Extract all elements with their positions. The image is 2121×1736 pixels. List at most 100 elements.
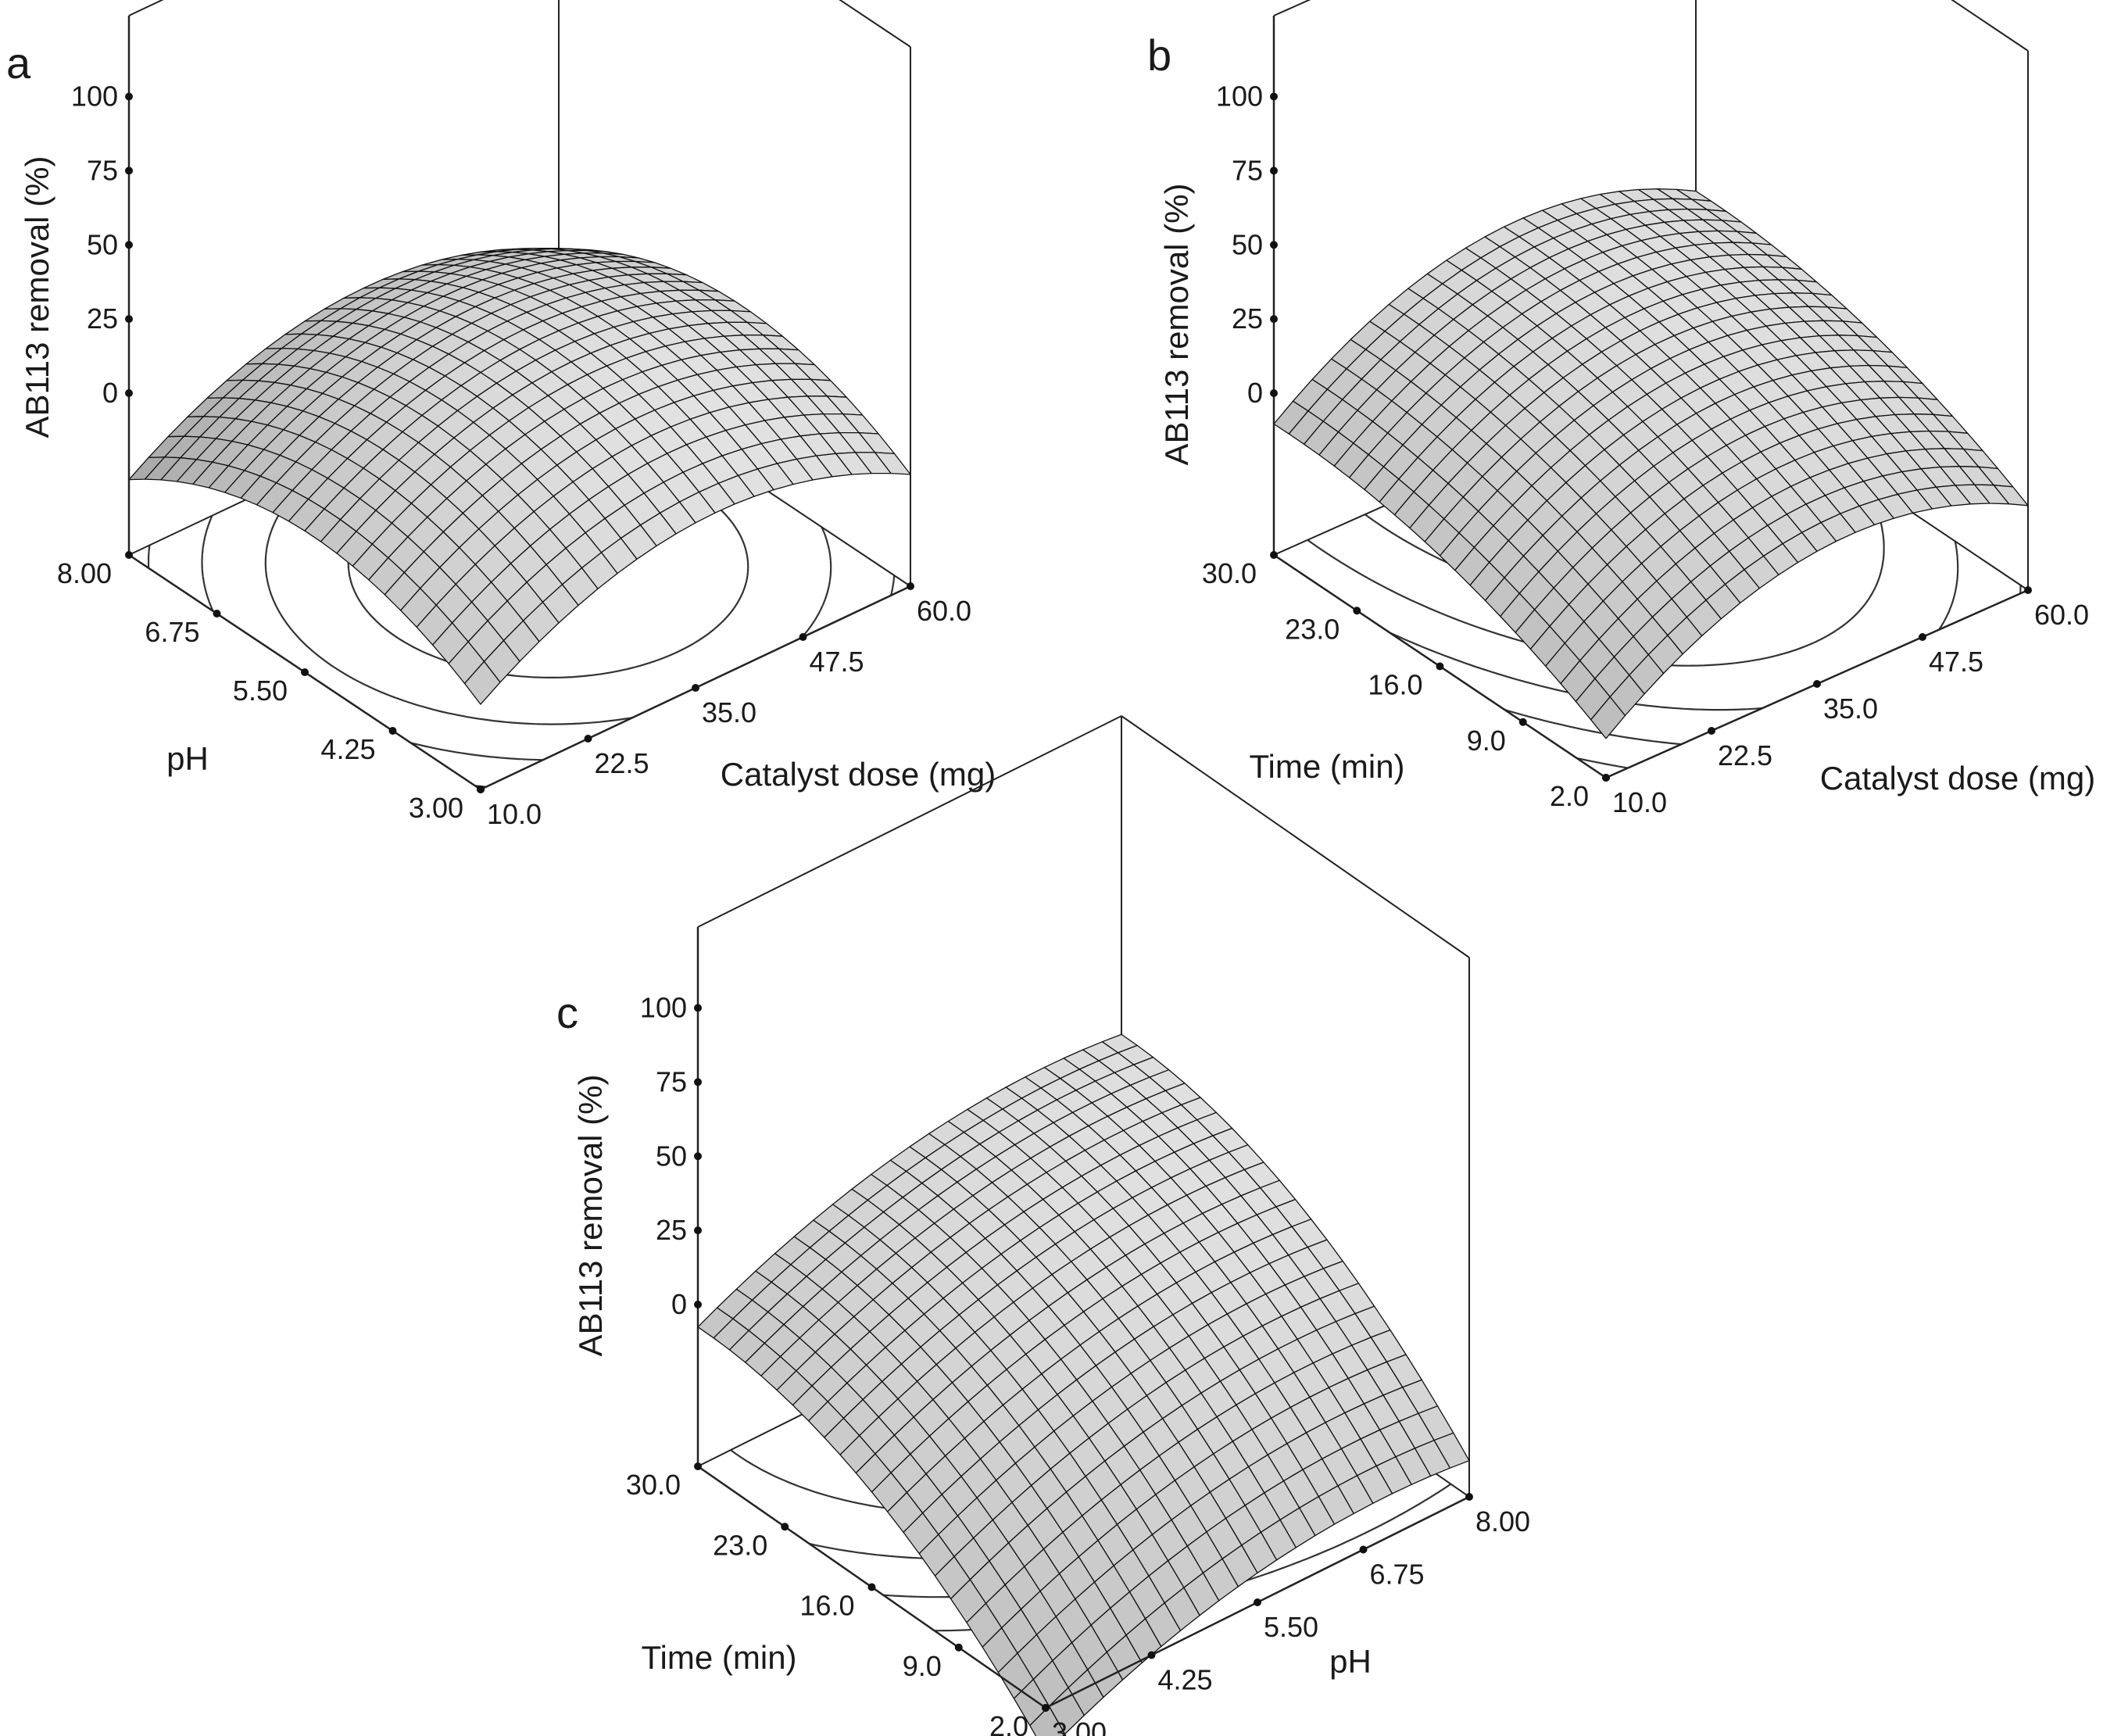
- right-tick-dot: [1602, 774, 1610, 782]
- left-tick-dot: [1353, 607, 1361, 615]
- surface-cell: [1590, 696, 1626, 739]
- z-tick-dot: [125, 92, 133, 101]
- left-tick-label: 23.0: [713, 1529, 767, 1561]
- z-tick-label: 0: [671, 1288, 687, 1320]
- z-axis-label: AB113 removal (%): [572, 1074, 609, 1356]
- left-tick-label: 16.0: [799, 1590, 854, 1622]
- panel-letter: c: [556, 988, 578, 1037]
- right-tick-dot: [1465, 1493, 1473, 1501]
- panel-letter: b: [1147, 30, 1171, 80]
- left-tick-dot: [954, 1643, 963, 1652]
- right-tick-label: 5.50: [1264, 1611, 1318, 1643]
- z-tick-dot: [1270, 92, 1278, 101]
- right-axis-label: pH: [1329, 1643, 1372, 1680]
- box-edge: [1951, 0, 2029, 52]
- left-tick-label: 23.0: [1285, 613, 1339, 645]
- right-tick-label: 4.25: [1158, 1664, 1213, 1696]
- contour-line: [1504, 585, 2022, 746]
- right-axis-label: Catalyst dose (mg): [1820, 760, 2095, 796]
- left-tick-label: 3.00: [409, 792, 463, 824]
- z-tick-label: 25: [1232, 302, 1263, 335]
- z-tick-label: 25: [87, 302, 118, 335]
- right-tick-dot: [1042, 1704, 1050, 1712]
- left-tick-label: 30.0: [1202, 557, 1257, 589]
- z-tick-dot: [125, 241, 133, 249]
- left-tick-dot: [213, 610, 221, 617]
- z-tick-dot: [1270, 315, 1278, 324]
- box-edge: [128, 0, 164, 16]
- left-tick-dot: [1436, 662, 1444, 671]
- box-edge: [839, 0, 911, 48]
- right-tick-dot: [692, 684, 699, 692]
- right-tick-dot: [1147, 1651, 1156, 1659]
- z-tick-label: 0: [102, 377, 118, 409]
- z-tick-label: 50: [656, 1140, 687, 1172]
- left-tick-label: 6.75: [145, 616, 199, 648]
- z-tick-dot: [694, 1152, 702, 1161]
- left-tick-dot: [1518, 718, 1527, 726]
- z-tick-label: 75: [1232, 154, 1263, 186]
- left-tick-dot: [781, 1523, 789, 1531]
- left-tick-dot: [867, 1583, 876, 1591]
- z-tick-label: 100: [1216, 81, 1263, 113]
- right-tick-dot: [477, 786, 485, 793]
- right-tick-label: 60.0: [2034, 599, 2089, 631]
- right-tick-dot: [2024, 586, 2032, 594]
- right-tick-dot: [1919, 633, 1926, 641]
- z-tick-dot: [1270, 166, 1278, 175]
- left-tick-dot: [388, 727, 397, 735]
- z-tick-label: 75: [656, 1065, 687, 1097]
- left-axis-label: Time (min): [1249, 748, 1404, 785]
- right-tick-dot: [1813, 680, 1821, 688]
- box-edge: [697, 715, 1122, 928]
- right-tick-label: 3.00: [1052, 1716, 1107, 1736]
- right-tick-label: 60.0: [917, 595, 971, 627]
- right-tick-label: 22.5: [595, 747, 649, 779]
- z-tick-label: 50: [1232, 228, 1263, 260]
- right-tick-dot: [799, 633, 807, 641]
- right-tick-dot: [1254, 1598, 1261, 1606]
- right-tick-dot: [907, 582, 914, 590]
- z-tick-label: 25: [656, 1214, 687, 1246]
- box-edge: [1121, 715, 1470, 958]
- z-tick-dot: [694, 1078, 702, 1086]
- left-tick-dot: [125, 551, 133, 559]
- left-axis-label: Time (min): [641, 1639, 796, 1676]
- left-tick-label: 5.50: [233, 675, 288, 707]
- z-tick-label: 50: [87, 228, 118, 260]
- right-tick-label: 35.0: [702, 696, 756, 728]
- right-tick-label: 47.5: [1929, 646, 1983, 678]
- right-tick-label: 10.0: [1612, 786, 1667, 818]
- right-tick-label: 47.5: [810, 646, 864, 678]
- z-tick-dot: [125, 315, 133, 324]
- left-tick-dot: [301, 668, 309, 676]
- left-tick-dot: [694, 1462, 702, 1470]
- right-tick-label: 8.00: [1475, 1505, 1530, 1537]
- left-tick-label: 2.0: [989, 1710, 1028, 1736]
- right-tick-label: 10.0: [487, 798, 542, 830]
- surface-plot-b: b 0 25 50 75 100 2.0 9.0 16.0 23.0 30.0 10.0 22.5 35…: [1147, 0, 2095, 818]
- right-tick-label: 35.0: [1823, 693, 1878, 725]
- z-tick-dot: [1270, 389, 1278, 397]
- z-tick-label: 75: [87, 154, 118, 186]
- right-tick-dot: [1359, 1545, 1368, 1554]
- right-tick-label: 22.5: [1718, 739, 1772, 771]
- z-tick-label: 100: [71, 81, 118, 113]
- z-tick-dot: [125, 389, 133, 397]
- right-tick-dot: [584, 735, 592, 743]
- z-tick-label: 100: [640, 992, 687, 1024]
- z-axis-label: AB113 removal (%): [19, 156, 55, 438]
- left-tick-dot: [1270, 551, 1278, 559]
- left-tick-label: 30.0: [626, 1469, 681, 1501]
- z-tick-dot: [1270, 241, 1278, 249]
- z-tick-dot: [694, 1301, 702, 1308]
- right-axis-label: Catalyst dose (mg): [721, 756, 996, 793]
- surface-plot-c: c 0 25 50 75 100 2.0 9.0 16.0 23.0 30.0 3.00 4.25 5.…: [556, 715, 1530, 1736]
- left-tick-label: 16.0: [1368, 669, 1422, 701]
- left-tick-label: 2.0: [1550, 780, 1589, 812]
- left-tick-label: 8.00: [57, 557, 112, 589]
- left-tick-label: 9.0: [903, 1650, 942, 1682]
- z-tick-dot: [694, 1226, 702, 1235]
- left-tick-label: 9.0: [1467, 725, 1506, 757]
